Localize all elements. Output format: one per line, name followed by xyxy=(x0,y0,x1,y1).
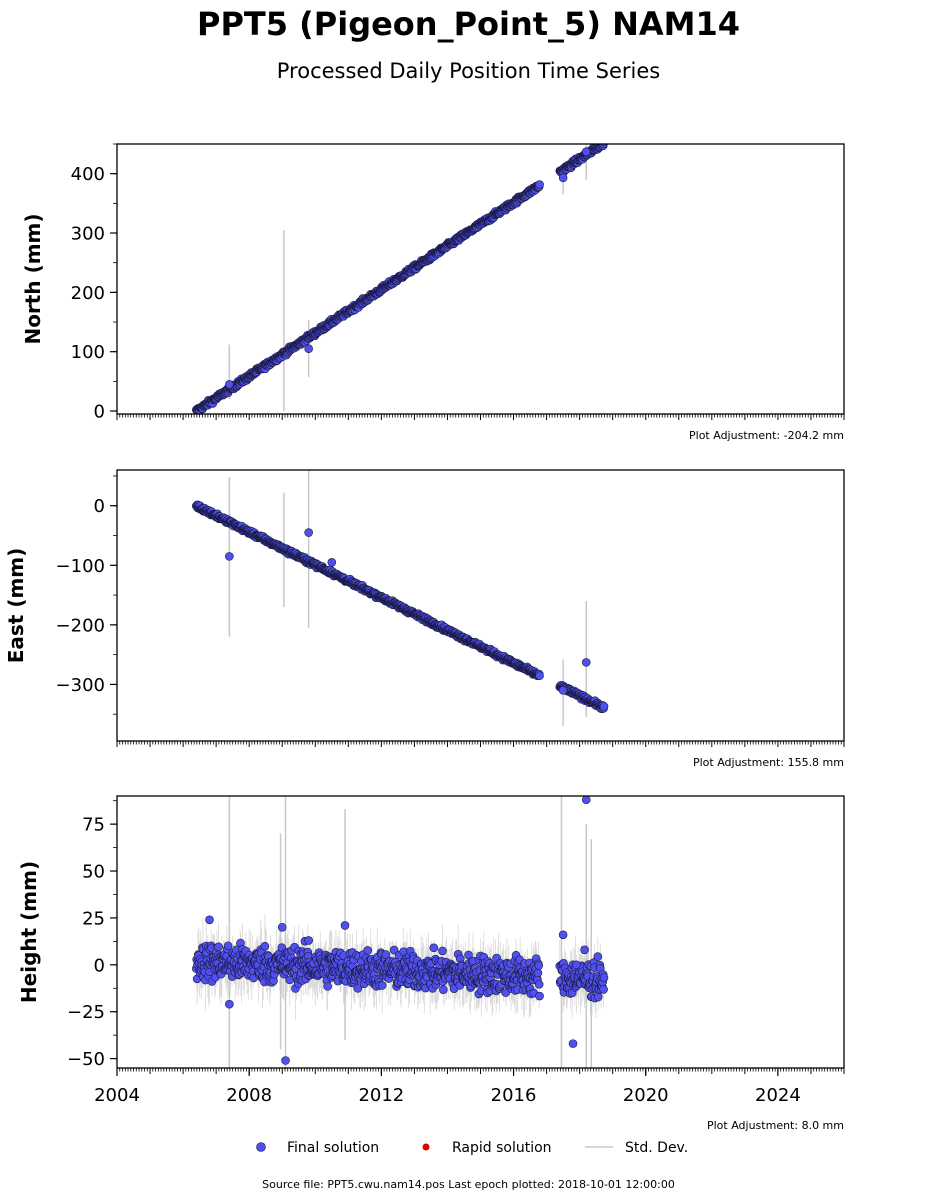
final-solution-point xyxy=(277,923,287,932)
height-panel: 2004 2008 2012 2016 2020 20247550250−25−50Hei… xyxy=(17,795,845,1132)
final-solution-point xyxy=(304,528,313,537)
final-solution-point xyxy=(260,941,270,951)
final-solution-point xyxy=(464,950,473,960)
final-solution-point xyxy=(581,147,591,157)
final-solution-point xyxy=(304,344,313,354)
data-points xyxy=(192,500,609,714)
final-solution-point xyxy=(429,943,439,953)
final-solution-point xyxy=(353,984,363,993)
panel-frame xyxy=(116,469,845,742)
panel-frame xyxy=(116,143,845,415)
final-solution-point xyxy=(340,921,350,930)
y-tick-label: 200 xyxy=(71,283,105,304)
data-points xyxy=(192,796,609,1065)
y-tick-label: −200 xyxy=(56,615,105,636)
final-solution-point xyxy=(534,980,544,989)
final-solution-point xyxy=(593,992,603,1002)
final-solution-point xyxy=(323,982,332,991)
final-solution-point xyxy=(327,558,337,567)
chart-subtitle: Processed Daily Position Time Series xyxy=(277,59,661,83)
final-solution-point xyxy=(535,991,544,1001)
final-solution-point xyxy=(363,946,373,955)
final-solution-point xyxy=(377,981,387,990)
final-solution-point xyxy=(600,144,608,147)
y-axis-label: East (mm) xyxy=(4,548,28,664)
final-solution-point xyxy=(558,686,568,695)
y-tick-label: 100 xyxy=(71,342,105,363)
final-solution-point xyxy=(214,942,223,952)
final-solution-point xyxy=(439,985,448,994)
final-solution-point xyxy=(593,952,603,961)
final-solution-point xyxy=(599,702,609,711)
chart-title: PPT5 (Pigeon_Point_5) NAM14 xyxy=(197,5,740,43)
final-solution-point xyxy=(581,658,591,667)
y-tick-label: 0 xyxy=(94,402,105,423)
y-tick-label: 400 xyxy=(71,164,105,185)
final-solution-point xyxy=(535,180,544,189)
panel-frame xyxy=(116,795,845,1069)
final-solution-point xyxy=(225,552,234,561)
final-solution-point xyxy=(568,1039,578,1048)
plot-adjustment-note: Plot Adjustment: -204.2 mm xyxy=(689,429,844,442)
final-solution-point xyxy=(599,985,608,994)
final-solution-point xyxy=(535,671,544,681)
final-solution-point xyxy=(223,941,233,951)
y-tick-label: −300 xyxy=(56,675,105,696)
final-solution-point xyxy=(572,960,581,970)
plot-adjustment-note: Plot Adjustment: 155.8 mm xyxy=(693,756,844,769)
y-tick-label: −100 xyxy=(56,556,105,577)
data-points xyxy=(192,144,608,414)
final-solution-point xyxy=(534,961,544,970)
y-axis-label: North (mm) xyxy=(21,213,45,344)
plot-area xyxy=(192,144,608,414)
final-solution-point xyxy=(533,968,543,978)
final-solution-point xyxy=(304,936,313,945)
y-tick-label: 0 xyxy=(94,496,105,517)
error-bars xyxy=(195,470,604,727)
final-solution-point xyxy=(205,915,214,925)
final-solution-point xyxy=(581,796,591,805)
plot-area xyxy=(192,470,609,727)
final-solution-point xyxy=(580,945,589,955)
final-solution-point xyxy=(225,999,234,1009)
north-panel: 0 100 200 300 400 North (mm) Plot Adjustment: … xyxy=(21,143,845,442)
final-solution-point xyxy=(438,946,447,956)
final-solution-point xyxy=(599,973,609,982)
final-solution-point xyxy=(225,380,234,389)
final-solution-point xyxy=(381,950,391,959)
y-tick-label: 300 xyxy=(71,224,105,245)
final-solution-point xyxy=(558,173,568,183)
final-solution-point xyxy=(558,930,568,940)
error-bars xyxy=(195,796,604,1068)
final-solution-point xyxy=(389,945,399,955)
east-panel: 0 −100 −200 −300 East (mm) Plot Adjustment: 1… xyxy=(4,469,845,769)
plot-area xyxy=(192,796,609,1068)
final-solution-point xyxy=(281,1056,290,1065)
